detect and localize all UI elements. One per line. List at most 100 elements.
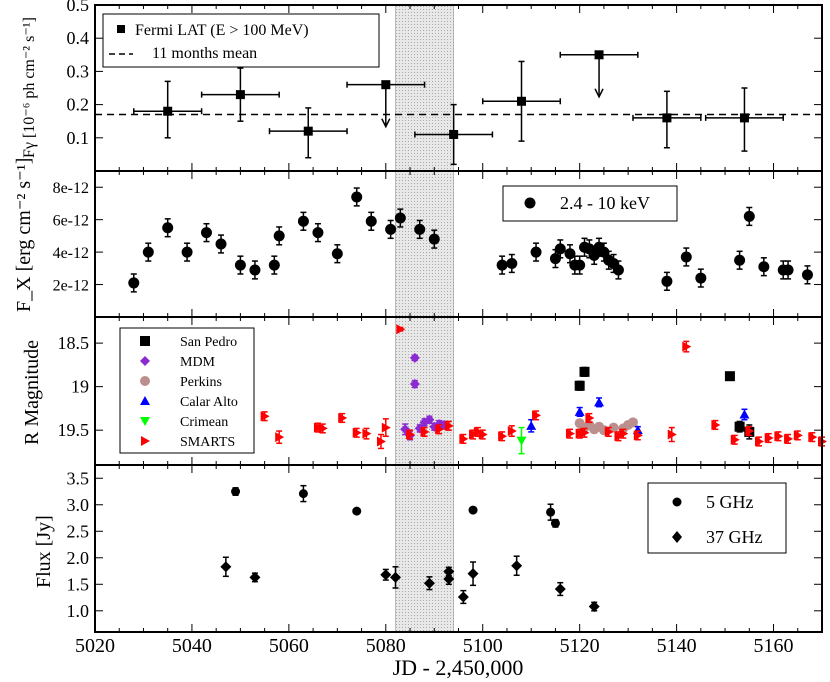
radio-legend: 5 GHz 37 GHz xyxy=(647,482,787,554)
y-tick-label: 6e-12 xyxy=(53,213,89,230)
fermi-upper-limit-arrowhead xyxy=(594,88,604,99)
xray-legend-label: 2.4 - 10 keV xyxy=(560,193,650,213)
xray-point xyxy=(801,269,813,281)
optical-point-smarts xyxy=(396,324,406,335)
y-tick-label: 2.0 xyxy=(67,548,90,568)
fermi-point xyxy=(739,113,749,123)
optical-point-calar-alto xyxy=(594,397,605,407)
y-tick-label: 2.5 xyxy=(67,521,90,541)
xray-point xyxy=(162,222,174,234)
optical-point-smarts xyxy=(565,428,575,439)
radio-point-37-ghz xyxy=(457,591,469,603)
y-tick-label: 1.5 xyxy=(67,574,90,594)
optical-point-san-pedro xyxy=(574,380,585,391)
optical-point-smarts xyxy=(784,433,794,444)
optical-point-smarts xyxy=(575,428,585,439)
optical-point-smarts xyxy=(444,420,454,431)
xray-y-axis-label: F_X [erg cm⁻² s⁻¹] xyxy=(13,158,35,312)
fermi-legend-marker xyxy=(117,25,125,33)
optical-legend-label-calar-alto: Calar Alto xyxy=(180,395,238,410)
x-tick-label: 5020 xyxy=(75,635,115,657)
y-tick-label: 2e-12 xyxy=(53,278,89,295)
optical-point-smarts xyxy=(420,426,430,437)
radio-point-5-ghz xyxy=(468,505,478,515)
shaded-interval-radio xyxy=(395,464,454,633)
y-tick-label: 8e-12 xyxy=(53,180,89,197)
radio-point-5-ghz xyxy=(298,489,308,499)
fermi-point xyxy=(517,96,527,106)
x-axis-label: JD - 2,450,000 xyxy=(393,655,524,680)
radio-point-37-ghz xyxy=(443,566,455,578)
xray-point xyxy=(661,275,673,287)
optical-point-smarts xyxy=(585,412,595,423)
radio-point-37-ghz xyxy=(467,568,479,580)
optical-point-smarts xyxy=(338,412,348,423)
x-tick-label: 5080 xyxy=(366,635,406,657)
fermi-upper-limit-arrowhead xyxy=(381,118,391,129)
shaded-interval-fermi xyxy=(395,4,454,172)
fermi-legend-mean-label: 11 months mean xyxy=(152,45,257,62)
optical-legend-marker-san-pedro xyxy=(140,336,150,346)
y-tick-label: 1.0 xyxy=(67,601,90,621)
fermi-point xyxy=(235,90,245,100)
xray-point xyxy=(549,253,561,265)
optical-point-smarts xyxy=(604,426,614,437)
panel-fermi-lat: 0.1 0.2 0.3 0.4 0.5 Fermi LAT (E > 100 MeV) … xyxy=(21,0,823,172)
xray-point xyxy=(680,251,692,263)
optical-point-san-pedro xyxy=(734,421,745,432)
xray-point xyxy=(782,264,794,276)
radio-point-5-ghz xyxy=(352,506,362,516)
x-axis-ticks: 5020 5040 5060 5080 5100 5120 5140 5160 xyxy=(75,635,794,657)
optical-y-axis-label: R Magnitude xyxy=(21,340,43,445)
optical-point-smarts xyxy=(532,410,542,421)
fermi-legend: Fermi LAT (E > 100 MeV) 11 months mean xyxy=(102,13,380,68)
optical-legend-label-smarts: SMARTS xyxy=(180,435,235,450)
radio-point-37-ghz xyxy=(511,560,523,572)
xray-point xyxy=(564,248,576,260)
fermi-point xyxy=(449,129,459,139)
y-tick-label: 3.5 xyxy=(67,468,90,488)
xray-point xyxy=(743,210,755,222)
xray-point xyxy=(249,264,261,276)
optical-legend-label-crimean: Crimean xyxy=(180,415,228,430)
optical-point-san-pedro xyxy=(579,366,590,377)
optical-point-perkins xyxy=(608,422,619,433)
optical-point-smarts xyxy=(275,432,285,443)
optical-point-smarts xyxy=(614,431,624,442)
radio-legend-label-37ghz: 37 GHz xyxy=(706,527,763,547)
optical-legend-marker-smarts xyxy=(141,436,150,446)
xray-legend-marker xyxy=(524,197,536,209)
xray-point xyxy=(215,238,227,250)
optical-point-smarts xyxy=(711,419,721,430)
radio-point-5-ghz xyxy=(550,518,560,528)
optical-legend-label-perkins: Perkins xyxy=(180,375,222,390)
fermi-point xyxy=(303,126,313,136)
optical-point-smarts xyxy=(498,431,508,442)
optical-point-smarts xyxy=(313,422,323,433)
radio-y-axis-label: Flux [Jy] xyxy=(33,515,55,588)
xray-point xyxy=(428,233,440,245)
radio-point-37-ghz xyxy=(423,577,435,589)
xray-point xyxy=(128,277,140,289)
xray-point xyxy=(554,243,566,255)
optical-point-san-pedro xyxy=(724,371,735,382)
x-tick-label: 5140 xyxy=(657,635,697,657)
fermi-legend-label: Fermi LAT (E > 100 MeV) xyxy=(135,22,309,39)
radio-point-37-ghz xyxy=(554,583,566,595)
optical-point-smarts xyxy=(473,426,483,437)
optical-point-smarts xyxy=(381,422,391,433)
optical-point-perkins xyxy=(627,417,638,428)
optical-point-smarts xyxy=(507,426,517,437)
fermi-point xyxy=(163,106,173,116)
optical-point-smarts xyxy=(774,431,784,442)
optical-point-smarts xyxy=(580,427,590,438)
radio-point-5-ghz xyxy=(546,507,556,517)
radio-legend-label-5ghz: 5 GHz xyxy=(706,492,754,512)
optical-point-smarts xyxy=(260,411,270,422)
shaded-interval-xray xyxy=(395,170,454,318)
xray-point xyxy=(734,254,746,266)
shaded-interval-optical xyxy=(395,316,454,466)
xray-point xyxy=(351,191,363,203)
panel-radio: 1.0 1.5 2.0 2.5 3.0 3.5 5 GHz 37 GHz Flux [Jy… xyxy=(33,464,823,633)
